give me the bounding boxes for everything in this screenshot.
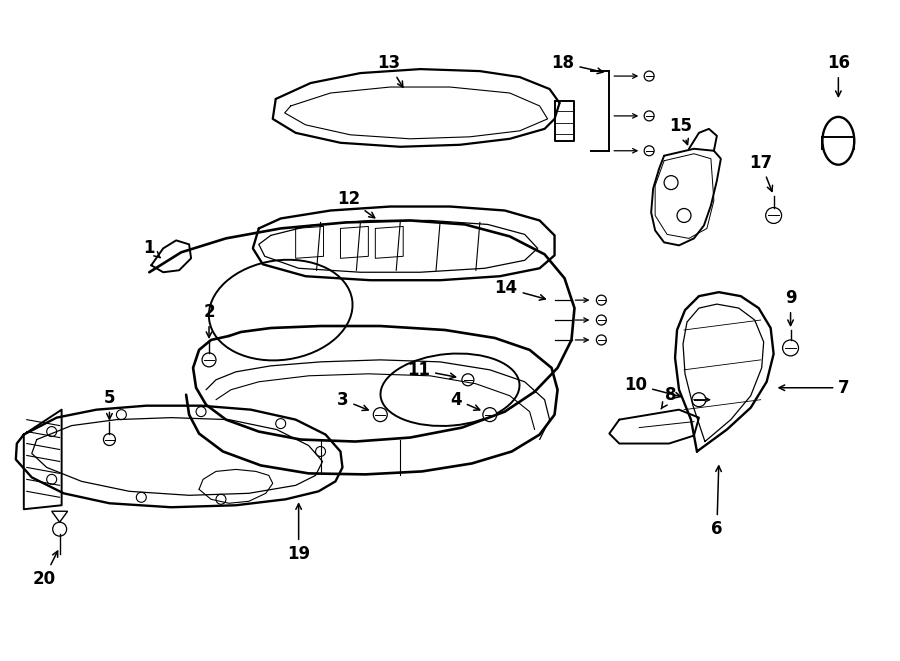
Text: 10: 10: [625, 375, 680, 398]
Circle shape: [597, 335, 607, 345]
Text: 16: 16: [827, 54, 850, 97]
Text: 8: 8: [662, 386, 677, 409]
Text: 9: 9: [785, 289, 796, 325]
Circle shape: [47, 426, 57, 436]
Circle shape: [116, 410, 126, 420]
Circle shape: [53, 522, 67, 536]
Circle shape: [766, 208, 781, 223]
Text: 14: 14: [495, 279, 545, 300]
Text: 4: 4: [450, 391, 480, 410]
Text: 12: 12: [337, 190, 374, 218]
Circle shape: [136, 492, 147, 502]
Text: 17: 17: [749, 154, 772, 192]
Circle shape: [597, 315, 607, 325]
Circle shape: [644, 146, 654, 156]
Circle shape: [202, 353, 216, 367]
Text: 15: 15: [670, 117, 692, 145]
Text: 3: 3: [337, 391, 368, 410]
Text: 19: 19: [287, 504, 310, 563]
Circle shape: [316, 447, 326, 457]
Circle shape: [47, 475, 57, 485]
Circle shape: [216, 494, 226, 504]
Circle shape: [664, 176, 678, 190]
Text: 7: 7: [779, 379, 850, 397]
Circle shape: [196, 407, 206, 416]
Text: 20: 20: [32, 551, 58, 588]
Circle shape: [374, 408, 387, 422]
Circle shape: [597, 295, 607, 305]
Circle shape: [462, 374, 474, 386]
Circle shape: [644, 111, 654, 121]
Circle shape: [104, 434, 115, 446]
Circle shape: [783, 340, 798, 356]
Text: 18: 18: [552, 54, 603, 73]
Text: 1: 1: [143, 239, 160, 258]
Text: 11: 11: [407, 361, 455, 379]
Circle shape: [275, 418, 285, 428]
Circle shape: [644, 71, 654, 81]
Text: 6: 6: [711, 466, 723, 538]
Circle shape: [692, 393, 706, 407]
Circle shape: [483, 408, 497, 422]
Text: 2: 2: [203, 303, 215, 338]
Circle shape: [677, 208, 691, 223]
Text: 5: 5: [104, 389, 115, 419]
Text: 13: 13: [377, 54, 403, 87]
